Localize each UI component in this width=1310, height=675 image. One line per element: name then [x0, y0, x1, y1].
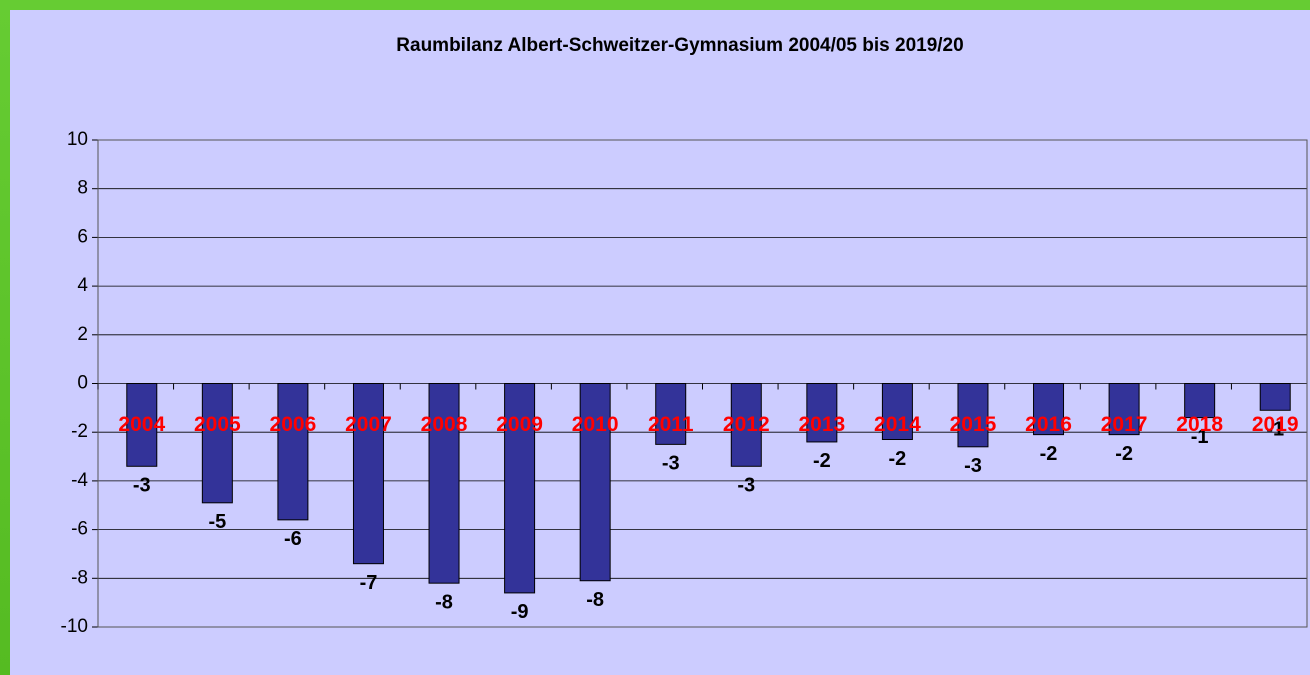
y-tick-label: 8 — [77, 178, 88, 199]
bar — [126, 383, 158, 467]
bar — [1184, 383, 1216, 419]
value-label: -2 — [889, 448, 907, 470]
y-tick-label: -4 — [71, 470, 88, 491]
chart-background — [10, 10, 1310, 675]
value-label: -9 — [511, 601, 529, 623]
x-tick-label: 2011 — [648, 413, 694, 436]
bar — [881, 383, 913, 441]
value-label: -1 — [1191, 426, 1209, 448]
bar — [806, 383, 838, 443]
value-label: -3 — [662, 453, 680, 475]
bar — [1259, 383, 1291, 411]
x-tick-label: 2015 — [950, 413, 997, 436]
y-tick-label: 4 — [77, 275, 88, 296]
value-label: -3 — [737, 475, 755, 497]
bar — [730, 383, 762, 467]
x-tick-label: 2014 — [874, 413, 921, 436]
value-label: -5 — [208, 511, 226, 533]
x-tick-label: 2010 — [572, 413, 619, 436]
x-tick-label: 2019 — [1252, 413, 1299, 436]
bar — [655, 383, 687, 445]
value-label: -8 — [435, 591, 453, 613]
value-label: -7 — [360, 572, 378, 594]
bar — [201, 383, 233, 504]
y-tick-label: -2 — [71, 421, 88, 442]
chart-title: Raumbilanz Albert-Schweitzer-Gymnasium 2… — [396, 35, 963, 56]
value-label: -2 — [1115, 443, 1133, 465]
x-tick-label: 2007 — [345, 413, 392, 436]
x-tick-label: 2004 — [118, 413, 165, 436]
y-tick-label: -8 — [71, 567, 88, 588]
x-tick-label: 2006 — [270, 413, 317, 436]
x-tick-label: 2013 — [798, 413, 845, 436]
bar — [428, 383, 460, 584]
value-label: -2 — [1040, 443, 1058, 465]
bar — [277, 383, 309, 521]
value-label: -2 — [813, 450, 831, 472]
y-tick-label: 6 — [77, 226, 88, 247]
y-tick-label: 10 — [67, 129, 88, 150]
bar — [1033, 383, 1065, 436]
value-label: -3 — [133, 475, 151, 497]
y-tick-label: -6 — [71, 519, 88, 540]
x-tick-label: 2017 — [1101, 413, 1148, 436]
value-label: -1 — [1266, 419, 1284, 441]
bar — [504, 383, 536, 594]
bar — [352, 383, 384, 565]
bar — [579, 383, 611, 582]
y-tick-label: -10 — [61, 616, 88, 637]
x-tick-label: 2016 — [1025, 413, 1072, 436]
y-tick-label: 0 — [77, 373, 88, 394]
x-tick-label: 2018 — [1176, 413, 1223, 436]
chart: Raumbilanz Albert-Schweitzer-Gymnasium 2… — [10, 10, 1310, 675]
value-label: -8 — [586, 589, 604, 611]
value-label: -6 — [284, 528, 302, 550]
x-tick-label: 2008 — [421, 413, 468, 436]
y-tick-label: 2 — [77, 324, 88, 345]
value-label: -3 — [964, 455, 982, 477]
x-tick-label: 2005 — [194, 413, 241, 436]
x-tick-label: 2009 — [496, 413, 543, 436]
bar — [1108, 383, 1140, 436]
x-tick-label: 2012 — [723, 413, 770, 436]
bar — [957, 383, 989, 448]
